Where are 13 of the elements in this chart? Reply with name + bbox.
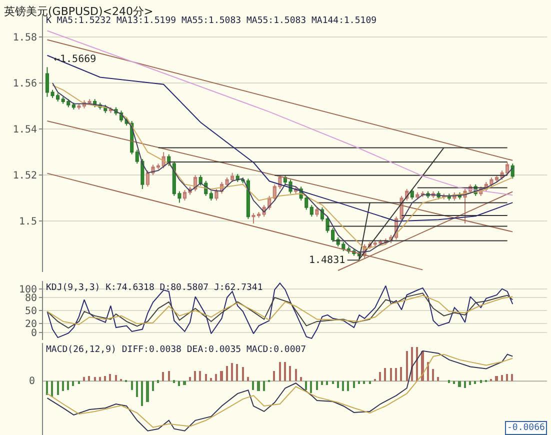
y-tick-label: 1.54 (12, 124, 37, 136)
annotation: 1.4831 (309, 255, 346, 266)
y-tick-label: 1.5 (18, 216, 37, 228)
annotation: MACD(26,12,9) DIFF:0.0038 DEA:0.0035 MACD:0.0007 (46, 345, 306, 355)
annotation: -0.0066 (507, 423, 545, 433)
y-tick-label: 0 (30, 328, 37, 339)
annotation: K MA5:1.5232 MA13:1.5199 MA55:1.5083 MA55:1.5083 MA144:1.5109 (46, 16, 377, 26)
y-tick-label: 1.52 (12, 170, 37, 182)
y-tick-label: 50 (24, 306, 37, 318)
y-tick-label: 80 (24, 293, 37, 304)
y-tick-label: 1.58 (12, 32, 37, 44)
y-tick-label: 1.56 (12, 78, 37, 90)
annotation: KDJ(9,3,3) K:74.6318 D:80.5807 J:62.7341 (46, 283, 263, 293)
